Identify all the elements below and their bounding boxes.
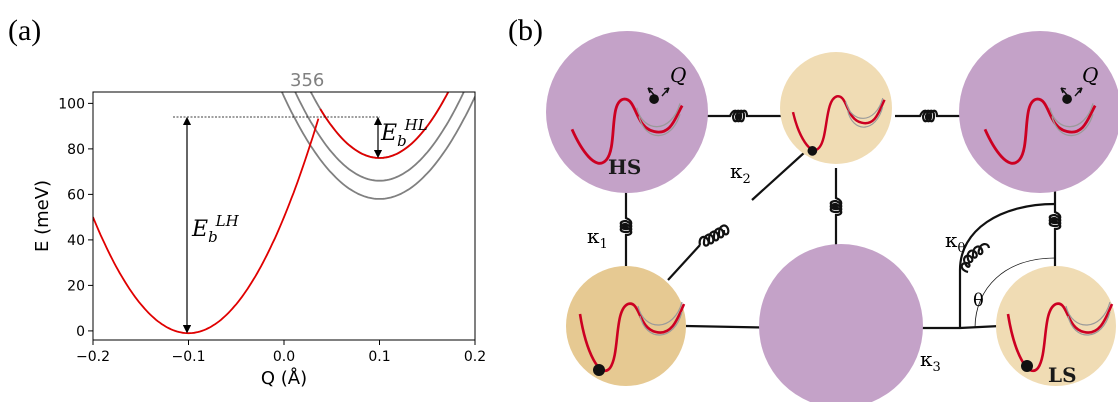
lattice-diagram: Q Q HS LS κ1 κ2 κ3 κθ θ <box>546 31 1118 402</box>
well-icon-ls-bottom-left <box>578 301 686 376</box>
well-icon-hs-top-left <box>570 94 684 165</box>
x-tick-label: −0.2 <box>76 349 110 365</box>
series-line-red <box>93 118 320 335</box>
site-hs-bottom-middle <box>759 244 923 402</box>
spring-k2-upper <box>751 151 806 201</box>
spring-right-vertical <box>1048 175 1062 270</box>
series-line-red <box>319 92 450 159</box>
spring-k1 <box>619 175 633 266</box>
barrier-lh-label: EbLH <box>191 212 240 246</box>
kappa2-label: κ2 <box>730 159 751 187</box>
spring-middle-vertical <box>829 168 843 248</box>
kappa1-label: κ1 <box>587 224 608 252</box>
well-icon-ls-top-middle <box>791 95 886 156</box>
well-icon-ls-bottom-right <box>1006 301 1114 372</box>
panel-label-b: (b) <box>508 14 543 47</box>
panel-label-a: (a) <box>8 14 41 47</box>
x-axis-label: Q (Å) <box>261 367 307 389</box>
series-line-grey <box>280 92 475 200</box>
site-hs-top-right <box>959 31 1118 193</box>
y-ticks: 0 20 40 60 80 100 <box>58 96 93 340</box>
y-tick-label: 40 <box>67 233 85 249</box>
spring-top-left <box>700 109 785 123</box>
theta-label: θ <box>973 290 984 311</box>
barrier-hl-label: EbHL <box>380 116 428 150</box>
y-tick-label: 60 <box>67 187 85 203</box>
q-label-left: Q <box>670 63 686 87</box>
y-tick-label: 20 <box>67 278 85 294</box>
y-tick-label: 100 <box>58 96 85 112</box>
q-arrows <box>647 87 1083 97</box>
spring-k2-lower <box>667 244 701 281</box>
q-arrow-left-2 <box>661 87 670 97</box>
spring-ktheta-coil <box>960 243 991 274</box>
y-tick-label: 80 <box>67 142 85 158</box>
y-axis-label: E (meV) <box>32 180 53 252</box>
hs-label: HS <box>608 155 641 179</box>
x-tick-label: −0.1 <box>172 349 206 365</box>
y-tick-label: 0 <box>76 324 85 340</box>
angle-arc <box>974 257 1056 329</box>
series-line-grey <box>294 92 465 182</box>
spring-k2-coil <box>698 224 730 247</box>
site-ls-top-middle <box>780 52 892 164</box>
q-arrow-right-1 <box>1060 87 1069 97</box>
angle-arm <box>958 202 1056 328</box>
well-icon-hs-top-right <box>983 94 1097 165</box>
site-ls-bottom-right <box>996 266 1116 386</box>
spring-top-right <box>895 109 985 123</box>
q-arrow-right-2 <box>1074 87 1083 97</box>
curves-group <box>93 92 475 335</box>
x-tick-label: 0.1 <box>368 349 390 365</box>
chart-title: 356 <box>290 70 324 91</box>
q-arrow-left-1 <box>647 87 656 97</box>
ls-label: LS <box>1048 363 1077 387</box>
site-ls-bottom-left <box>566 266 686 386</box>
x-tick-label: 0.2 <box>464 349 486 365</box>
x-tick-label: 0.0 <box>273 349 295 365</box>
kappa3-label: κ3 <box>920 347 941 375</box>
q-label-right: Q <box>1082 63 1098 87</box>
x-ticks: −0.2 −0.1 0.0 0.1 0.2 <box>76 340 486 365</box>
kappa-theta-label: κθ <box>945 228 966 256</box>
